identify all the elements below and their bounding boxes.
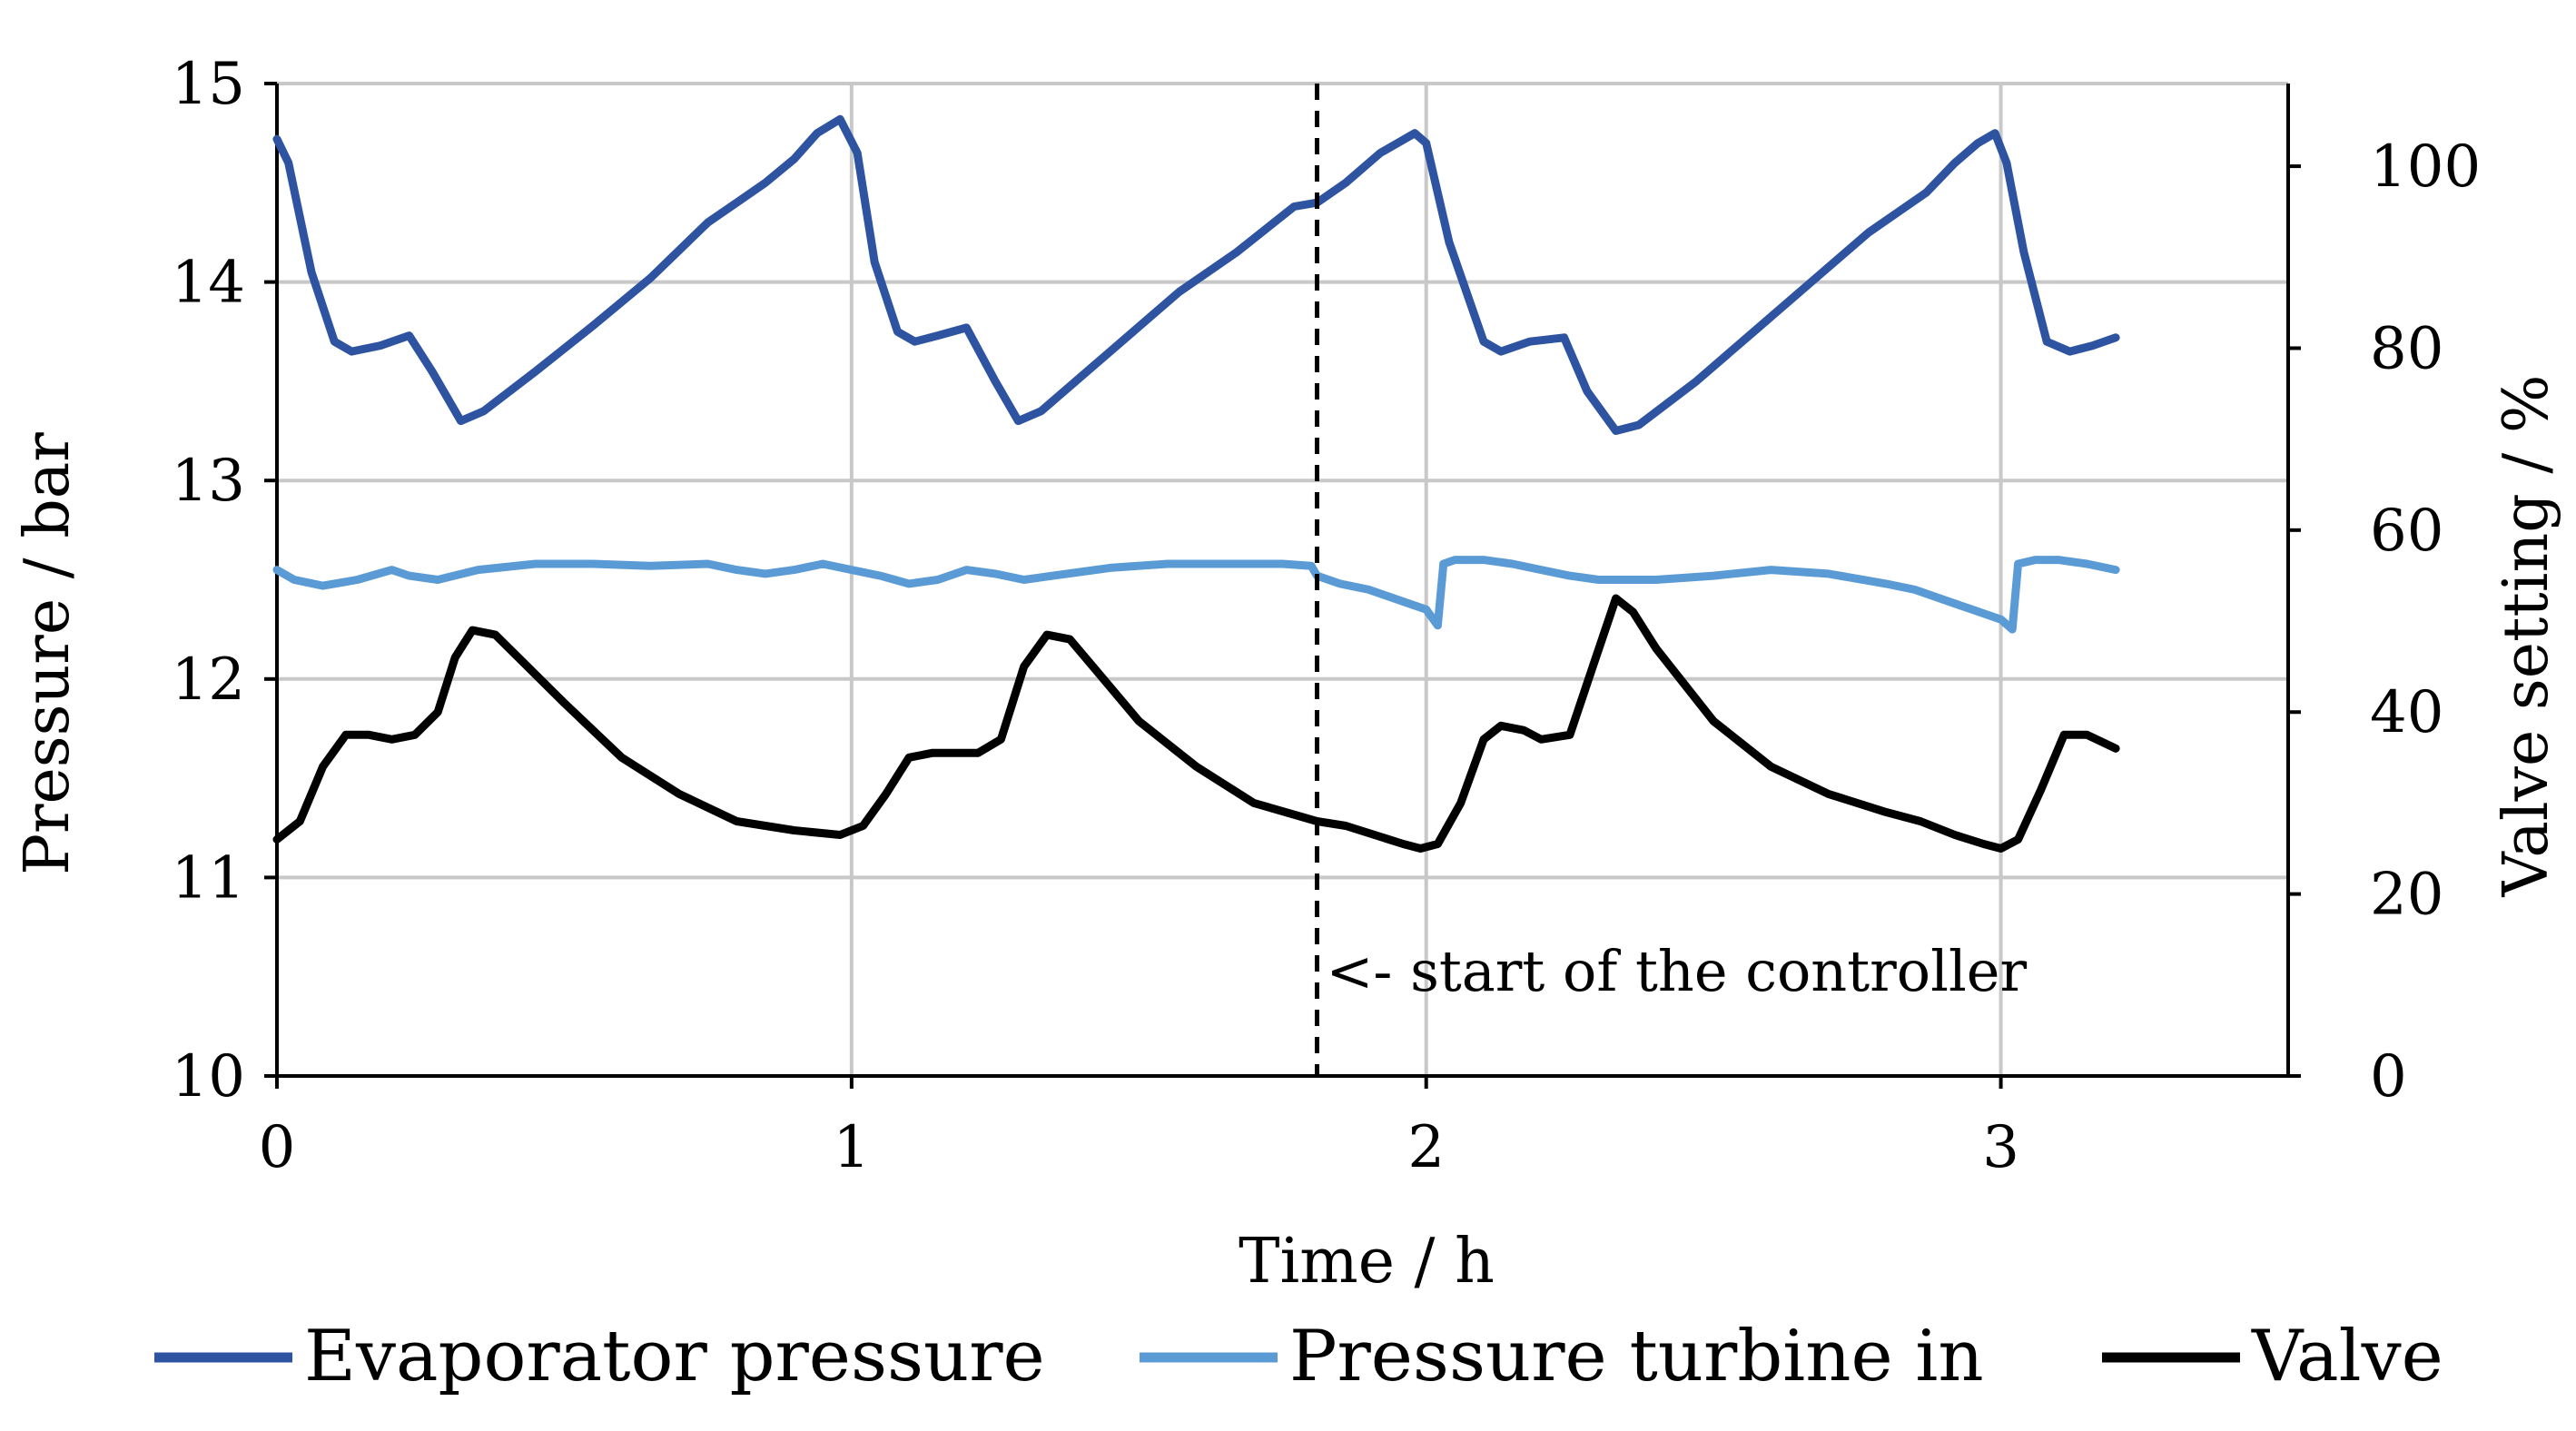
x-tick-label-3: 3 bbox=[1982, 1114, 2019, 1181]
x-axis-label: Time / h bbox=[1239, 1226, 1495, 1298]
series-lines bbox=[272, 114, 2120, 853]
y2-tick-label-80: 80 bbox=[2370, 315, 2443, 382]
legend-label-pressure-turbine-in: Pressure turbine in bbox=[1289, 1316, 1984, 1397]
y-tick-label-14: 14 bbox=[172, 250, 245, 317]
x-tick-label-1: 1 bbox=[833, 1114, 870, 1181]
y-tick-label-10: 10 bbox=[172, 1043, 245, 1110]
y2-tick-label-60: 60 bbox=[2370, 498, 2443, 565]
x-tick-label-2: 2 bbox=[1407, 1114, 1445, 1181]
series-line-evaporator-pressure bbox=[272, 114, 2120, 435]
x-tick-label-0: 0 bbox=[259, 1114, 296, 1181]
y-tick-label-11: 11 bbox=[172, 844, 245, 912]
y2-tick-label-100: 100 bbox=[2370, 133, 2481, 201]
legend-label-evaporator-pressure: Evaporator pressure bbox=[304, 1316, 1045, 1397]
legend: Evaporator pressure Pressure turbine in … bbox=[154, 1316, 2443, 1397]
y-tick-label-13: 13 bbox=[172, 448, 245, 515]
y-tick-label-12: 12 bbox=[172, 646, 245, 714]
series-line-pressure-turbine-in bbox=[272, 556, 2120, 634]
y2-tick-label-20: 20 bbox=[2370, 862, 2443, 929]
legend-item-evaporator-pressure: Evaporator pressure bbox=[154, 1316, 1045, 1397]
controller-start-annotation: <- start of the controller bbox=[1326, 938, 2027, 1004]
y2-axis-label: Valve setting / % bbox=[2491, 374, 2562, 897]
y-tick-label-15: 15 bbox=[172, 51, 245, 118]
y-axis-label: Pressure / bar bbox=[12, 432, 84, 875]
series-line-valve bbox=[272, 594, 2120, 853]
y2-tick-label-0: 0 bbox=[2370, 1043, 2407, 1110]
legend-item-valve: Valve bbox=[2102, 1316, 2443, 1397]
axes bbox=[264, 82, 2301, 1089]
y2-tick-label-40: 40 bbox=[2370, 679, 2443, 746]
legend-item-pressure-turbine-in: Pressure turbine in bbox=[1140, 1316, 1984, 1397]
legend-label-valve: Valve bbox=[2251, 1316, 2443, 1397]
